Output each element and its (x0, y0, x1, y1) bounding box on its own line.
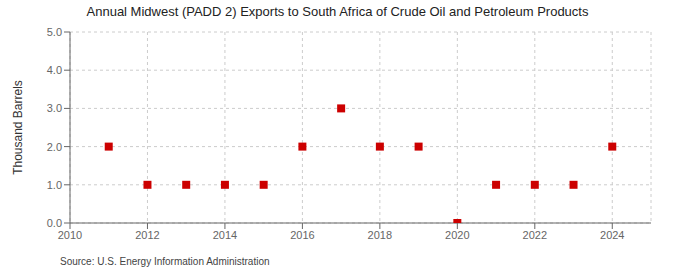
svg-text:2.0: 2.0 (47, 141, 62, 153)
svg-text:2014: 2014 (213, 229, 237, 241)
svg-text:2024: 2024 (600, 229, 624, 241)
html-text:Source: U.S. Energy Informatio: Source: U.S. Energy Information Administ… (60, 256, 270, 267)
svg-text:4.0: 4.0 (47, 64, 62, 76)
svg-text:2012: 2012 (135, 229, 159, 241)
svg-text:Thousand Barrels: Thousand Barrels (11, 80, 25, 175)
svg-text:3.0: 3.0 (47, 102, 62, 114)
svg-text:2018: 2018 (368, 229, 392, 241)
svg-text:2020: 2020 (445, 229, 469, 241)
svg-text:2010: 2010 (58, 229, 82, 241)
svg-text:2016: 2016 (290, 229, 314, 241)
html-text:Annual Midwest (PADD 2) Export: Annual Midwest (PADD 2) Exports to South… (86, 4, 589, 19)
svg-text:2022: 2022 (523, 229, 547, 241)
svg-text:0.0: 0.0 (47, 217, 62, 229)
svg-text:1.0: 1.0 (47, 179, 62, 191)
svg-text:5.0: 5.0 (47, 26, 62, 38)
